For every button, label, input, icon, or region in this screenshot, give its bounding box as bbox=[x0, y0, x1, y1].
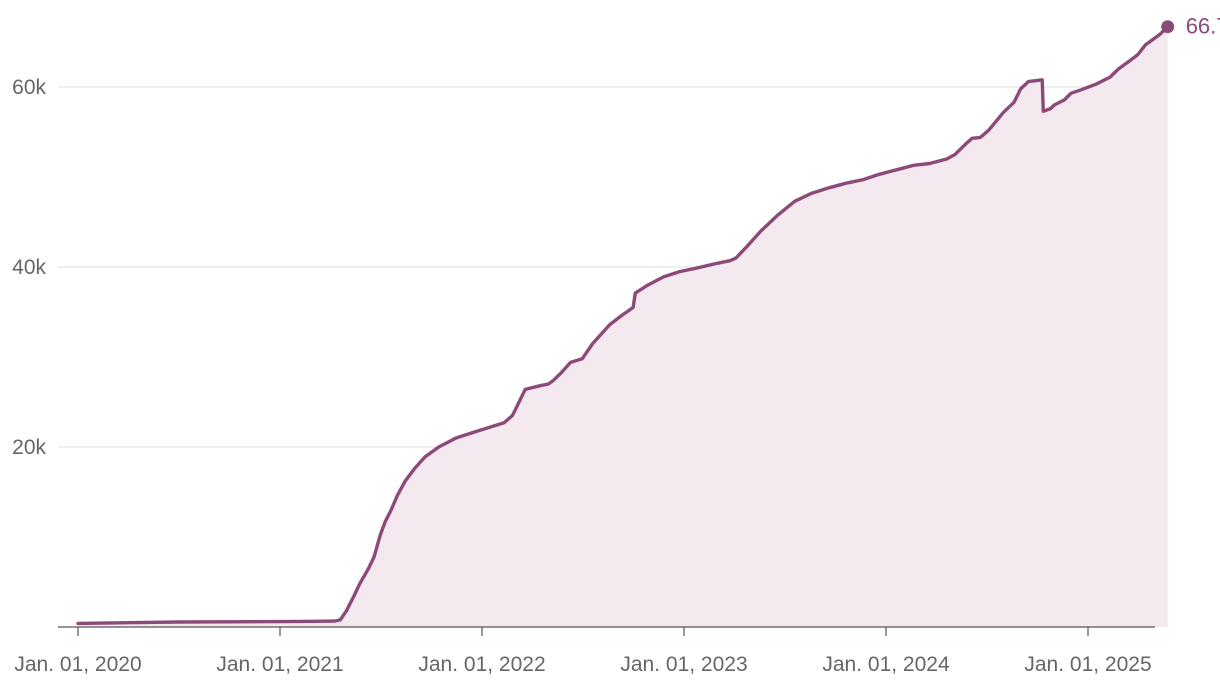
x-tick-label: Jan. 01, 2024 bbox=[822, 653, 950, 676]
series-line bbox=[76, 25, 1170, 626]
x-tick-label: Jan. 01, 2023 bbox=[620, 653, 747, 676]
label-layer: 20k 40k 60k 66.7k Jan. 01, 2020 Jan. 01, 2021… bbox=[12, 14, 1220, 676]
series-end-point bbox=[1161, 20, 1175, 34]
y-tick-label: 20k bbox=[12, 436, 46, 459]
y-tick-label: 40k bbox=[12, 256, 46, 279]
y-tick-label: 60k bbox=[12, 76, 46, 99]
x-tick-label: Jan. 01, 2021 bbox=[216, 653, 343, 676]
area-layer bbox=[76, 20, 1175, 627]
axis-layer bbox=[58, 626, 1155, 636]
x-tick-label: Jan. 01, 2025 bbox=[1024, 653, 1151, 676]
end-value-label: 66.7k bbox=[1186, 14, 1220, 39]
x-tick-label: Jan. 01, 2022 bbox=[418, 653, 545, 676]
series-area bbox=[78, 26, 1168, 627]
x-tick-label: Jan. 01, 2020 bbox=[14, 653, 141, 676]
